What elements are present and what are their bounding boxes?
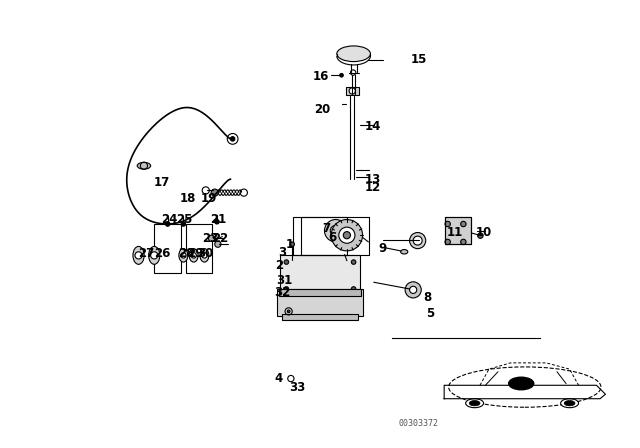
Text: 14: 14: [365, 120, 381, 133]
Text: 11: 11: [446, 226, 463, 240]
Text: 18: 18: [180, 192, 196, 205]
Bar: [280, 255, 360, 291]
Text: 22: 22: [212, 232, 228, 245]
Text: 30: 30: [197, 246, 213, 260]
Text: 00303372: 00303372: [399, 419, 438, 428]
Circle shape: [230, 137, 235, 141]
Circle shape: [413, 236, 422, 245]
Text: 12: 12: [365, 181, 381, 194]
Text: 2: 2: [276, 258, 284, 272]
Text: 15: 15: [410, 52, 427, 66]
Bar: [346, 87, 358, 95]
Bar: [154, 224, 181, 273]
Text: 24: 24: [161, 213, 177, 226]
Circle shape: [349, 88, 355, 94]
Text: 19: 19: [201, 192, 217, 205]
Circle shape: [284, 260, 289, 264]
Text: 33: 33: [289, 381, 306, 394]
Circle shape: [340, 73, 343, 77]
Circle shape: [215, 220, 220, 224]
Ellipse shape: [561, 399, 579, 408]
Text: 32: 32: [274, 285, 290, 299]
Circle shape: [445, 221, 451, 227]
Circle shape: [564, 401, 575, 406]
Circle shape: [469, 401, 480, 406]
Circle shape: [343, 232, 351, 239]
Bar: [282, 314, 358, 320]
Ellipse shape: [401, 250, 408, 254]
Text: 21: 21: [210, 213, 226, 226]
Bar: [186, 224, 212, 273]
Bar: [293, 217, 347, 255]
Circle shape: [202, 253, 207, 258]
Text: 13: 13: [365, 172, 381, 186]
Text: 26: 26: [154, 246, 170, 260]
Circle shape: [332, 220, 363, 251]
Circle shape: [211, 189, 218, 196]
Ellipse shape: [200, 249, 209, 262]
Circle shape: [287, 310, 290, 313]
Circle shape: [410, 286, 417, 293]
Circle shape: [150, 252, 158, 259]
Text: 17: 17: [154, 176, 170, 190]
Text: 6: 6: [328, 231, 337, 244]
Text: 7: 7: [322, 222, 330, 235]
Ellipse shape: [137, 162, 150, 169]
Ellipse shape: [189, 249, 198, 262]
Circle shape: [461, 221, 466, 227]
Ellipse shape: [179, 249, 188, 262]
Text: 1: 1: [285, 237, 294, 251]
Ellipse shape: [337, 46, 371, 61]
Text: 25: 25: [176, 213, 193, 226]
Bar: [278, 289, 362, 316]
Text: 16: 16: [313, 69, 329, 83]
Ellipse shape: [466, 399, 484, 408]
Circle shape: [165, 222, 170, 226]
Circle shape: [333, 228, 338, 233]
Bar: [445, 217, 472, 244]
Circle shape: [461, 239, 466, 245]
Circle shape: [181, 222, 186, 226]
Circle shape: [410, 233, 426, 249]
Text: 8: 8: [424, 290, 431, 304]
Circle shape: [509, 377, 534, 390]
Circle shape: [330, 225, 341, 236]
Text: 4: 4: [275, 372, 283, 385]
Text: 3: 3: [278, 246, 286, 259]
Circle shape: [477, 233, 483, 238]
Bar: [445, 217, 472, 244]
Circle shape: [215, 241, 221, 247]
Circle shape: [445, 239, 451, 245]
Circle shape: [135, 252, 142, 259]
Text: 27: 27: [138, 246, 154, 260]
Circle shape: [209, 235, 215, 241]
Text: 5: 5: [426, 307, 434, 320]
Text: 29: 29: [188, 246, 204, 260]
Text: 23: 23: [202, 232, 218, 245]
Text: 31: 31: [276, 274, 292, 288]
Text: 20: 20: [314, 103, 330, 116]
Text: 10: 10: [476, 226, 492, 240]
Ellipse shape: [133, 246, 144, 264]
Circle shape: [191, 253, 196, 258]
Circle shape: [284, 287, 289, 291]
Text: 28: 28: [179, 246, 195, 260]
Circle shape: [180, 253, 186, 258]
Text: 9: 9: [379, 242, 387, 255]
Circle shape: [324, 220, 347, 242]
Circle shape: [339, 227, 355, 243]
Ellipse shape: [148, 246, 160, 264]
Circle shape: [351, 287, 356, 291]
Bar: [279, 289, 361, 296]
Circle shape: [405, 282, 421, 298]
Circle shape: [351, 260, 356, 264]
Circle shape: [290, 242, 294, 246]
